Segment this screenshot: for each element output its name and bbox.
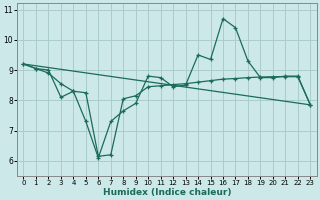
X-axis label: Humidex (Indice chaleur): Humidex (Indice chaleur) (103, 188, 231, 197)
